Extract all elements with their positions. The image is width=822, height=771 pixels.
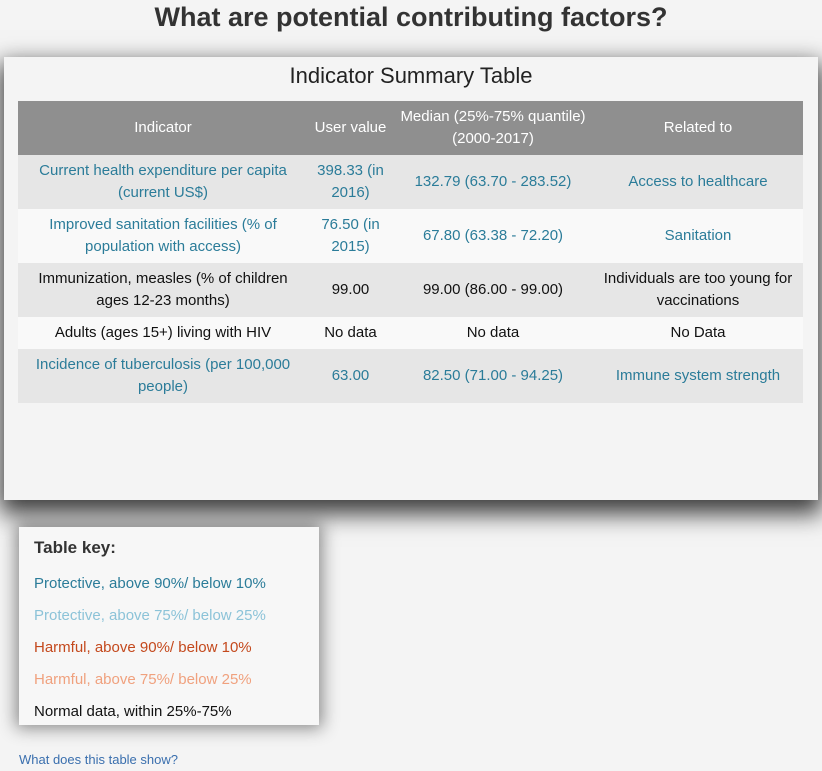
cell-user-value: 63.00	[308, 349, 393, 403]
cell-user-value: 76.50 (in 2015)	[308, 209, 393, 263]
header-related-to: Related to	[593, 101, 803, 155]
cell-related-to: No Data	[593, 317, 803, 349]
table-row: Incidence of tuberculosis (per 100,000 p…	[18, 349, 803, 403]
cell-median: 99.00 (86.00 - 99.00)	[393, 263, 593, 317]
card-title: Indicator Summary Table	[289, 63, 533, 88]
table-row: Current health expenditure per capita (c…	[18, 155, 803, 209]
key-item-protective-75: Protective, above 75%/ below 25%	[34, 607, 266, 624]
cell-related-to: Individuals are too young for vaccinatio…	[593, 263, 803, 317]
table-key-title: Table key:	[34, 538, 116, 557]
cell-indicator: Incidence of tuberculosis (per 100,000 p…	[18, 349, 308, 403]
header-indicator: Indicator	[18, 101, 308, 155]
cell-indicator: Adults (ages 15+) living with HIV	[18, 317, 308, 349]
key-item-harmful-90: Harmful, above 90%/ below 10%	[34, 639, 252, 656]
key-item-harmful-75: Harmful, above 75%/ below 25%	[34, 671, 252, 688]
table-header-row: Indicator User value Median (25%-75% qua…	[18, 101, 803, 155]
key-item-protective-90: Protective, above 90%/ below 10%	[34, 575, 266, 592]
key-item-normal: Normal data, within 25%-75%	[34, 703, 232, 720]
header-user-value: User value	[308, 101, 393, 155]
table-row: Adults (ages 15+) living with HIV No dat…	[18, 317, 803, 349]
table-key-card: Table key: Protective, above 90%/ below …	[19, 527, 319, 725]
cell-median: 82.50 (71.00 - 94.25)	[393, 349, 593, 403]
cell-related-to: Immune system strength	[593, 349, 803, 403]
cell-median: No data	[393, 317, 593, 349]
indicator-summary-table: Indicator User value Median (25%-75% qua…	[18, 101, 803, 403]
cell-indicator: Improved sanitation facilities (% of pop…	[18, 209, 308, 263]
indicator-summary-card: Indicator Summary Table Indicator User v…	[4, 57, 818, 500]
table-row: Improved sanitation facilities (% of pop…	[18, 209, 803, 263]
cell-median: 67.80 (63.38 - 72.20)	[393, 209, 593, 263]
cell-user-value: 398.33 (in 2016)	[308, 155, 393, 209]
cell-related-to: Access to healthcare	[593, 155, 803, 209]
cell-indicator: Immunization, measles (% of children age…	[18, 263, 308, 317]
cell-median: 132.79 (63.70 - 283.52)	[393, 155, 593, 209]
cell-related-to: Sanitation	[593, 209, 803, 263]
page-title: What are potential contributing factors?	[154, 2, 668, 32]
table-row: Immunization, measles (% of children age…	[18, 263, 803, 317]
table-help-link[interactable]: What does this table show?	[19, 752, 178, 767]
header-median: Median (25%-75% quantile) (2000-2017)	[393, 101, 593, 155]
cell-user-value: 99.00	[308, 263, 393, 317]
cell-indicator: Current health expenditure per capita (c…	[18, 155, 308, 209]
cell-user-value: No data	[308, 317, 393, 349]
